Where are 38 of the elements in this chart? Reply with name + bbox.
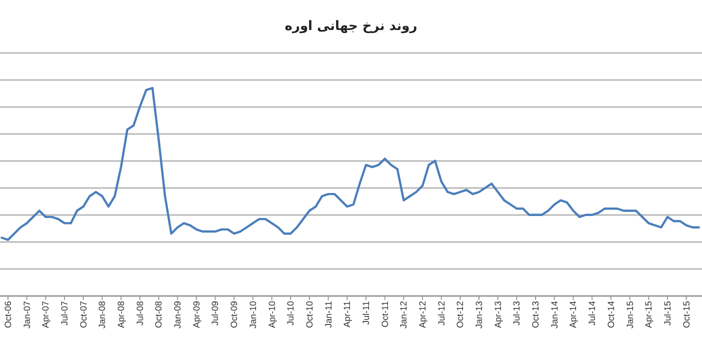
x-tick-label: Jan-07 xyxy=(22,301,32,329)
x-tick-label: Jan-13 xyxy=(474,301,484,329)
x-tick-label: Jan-08 xyxy=(97,301,108,329)
x-tick-label: Oct-08 xyxy=(154,301,164,328)
x-tick-label: Jul-10 xyxy=(286,301,296,326)
x-tick-label: Jul-07 xyxy=(60,301,70,326)
x-tick-label: Oct-15 xyxy=(681,301,692,328)
x-tick-label: Jan-15 xyxy=(624,301,635,329)
x-tick-label: Jul-13 xyxy=(512,301,522,326)
x-tick-label: Jul-11 xyxy=(360,301,371,325)
x-tick-label: Jan-10 xyxy=(248,301,258,329)
chart-title: روند نرخ جهانی اوره xyxy=(284,19,418,34)
x-tick-label: Oct-13 xyxy=(530,301,541,328)
x-tick-label: Apr-14 xyxy=(568,301,578,328)
x-tick-label: Jul-12 xyxy=(436,301,446,326)
x-tick-label: Apr-10 xyxy=(266,301,277,328)
x-tick-label: Apr-07 xyxy=(40,301,51,328)
x-tick-label: Oct-11 xyxy=(380,301,390,328)
x-tick-label: Apr-13 xyxy=(492,301,503,328)
x-tick-label: Oct-12 xyxy=(455,301,466,328)
x-tick-label: Jan-14 xyxy=(549,301,560,329)
x-tick-label: Apr-09 xyxy=(191,301,202,328)
x-tick-label: Apr-12 xyxy=(418,301,428,328)
x-tick-label: Oct-09 xyxy=(229,301,240,328)
x-tick-label: Oct-14 xyxy=(606,301,616,328)
x-tick-label: Apr-11 xyxy=(342,301,352,328)
x-tick-label: Apr-15 xyxy=(644,301,654,328)
x-tick-label: Jan-09 xyxy=(172,301,183,329)
x-tick-label: Jul-14 xyxy=(587,301,598,326)
x-tick-label: Jul-08 xyxy=(134,301,145,326)
x-tick-label: Jan-11 xyxy=(323,301,334,328)
x-tick-label: Apr-08 xyxy=(116,301,126,328)
x-tick-label: Jul-15 xyxy=(662,301,672,326)
x-tick-label: Oct-10 xyxy=(304,301,314,328)
x-tick-label: Oct-07 xyxy=(78,301,88,328)
x-tick-label: Jan-12 xyxy=(398,301,409,329)
x-tick-label: Jul-09 xyxy=(210,301,220,326)
x-tick-label: Oct-06 xyxy=(2,301,13,328)
